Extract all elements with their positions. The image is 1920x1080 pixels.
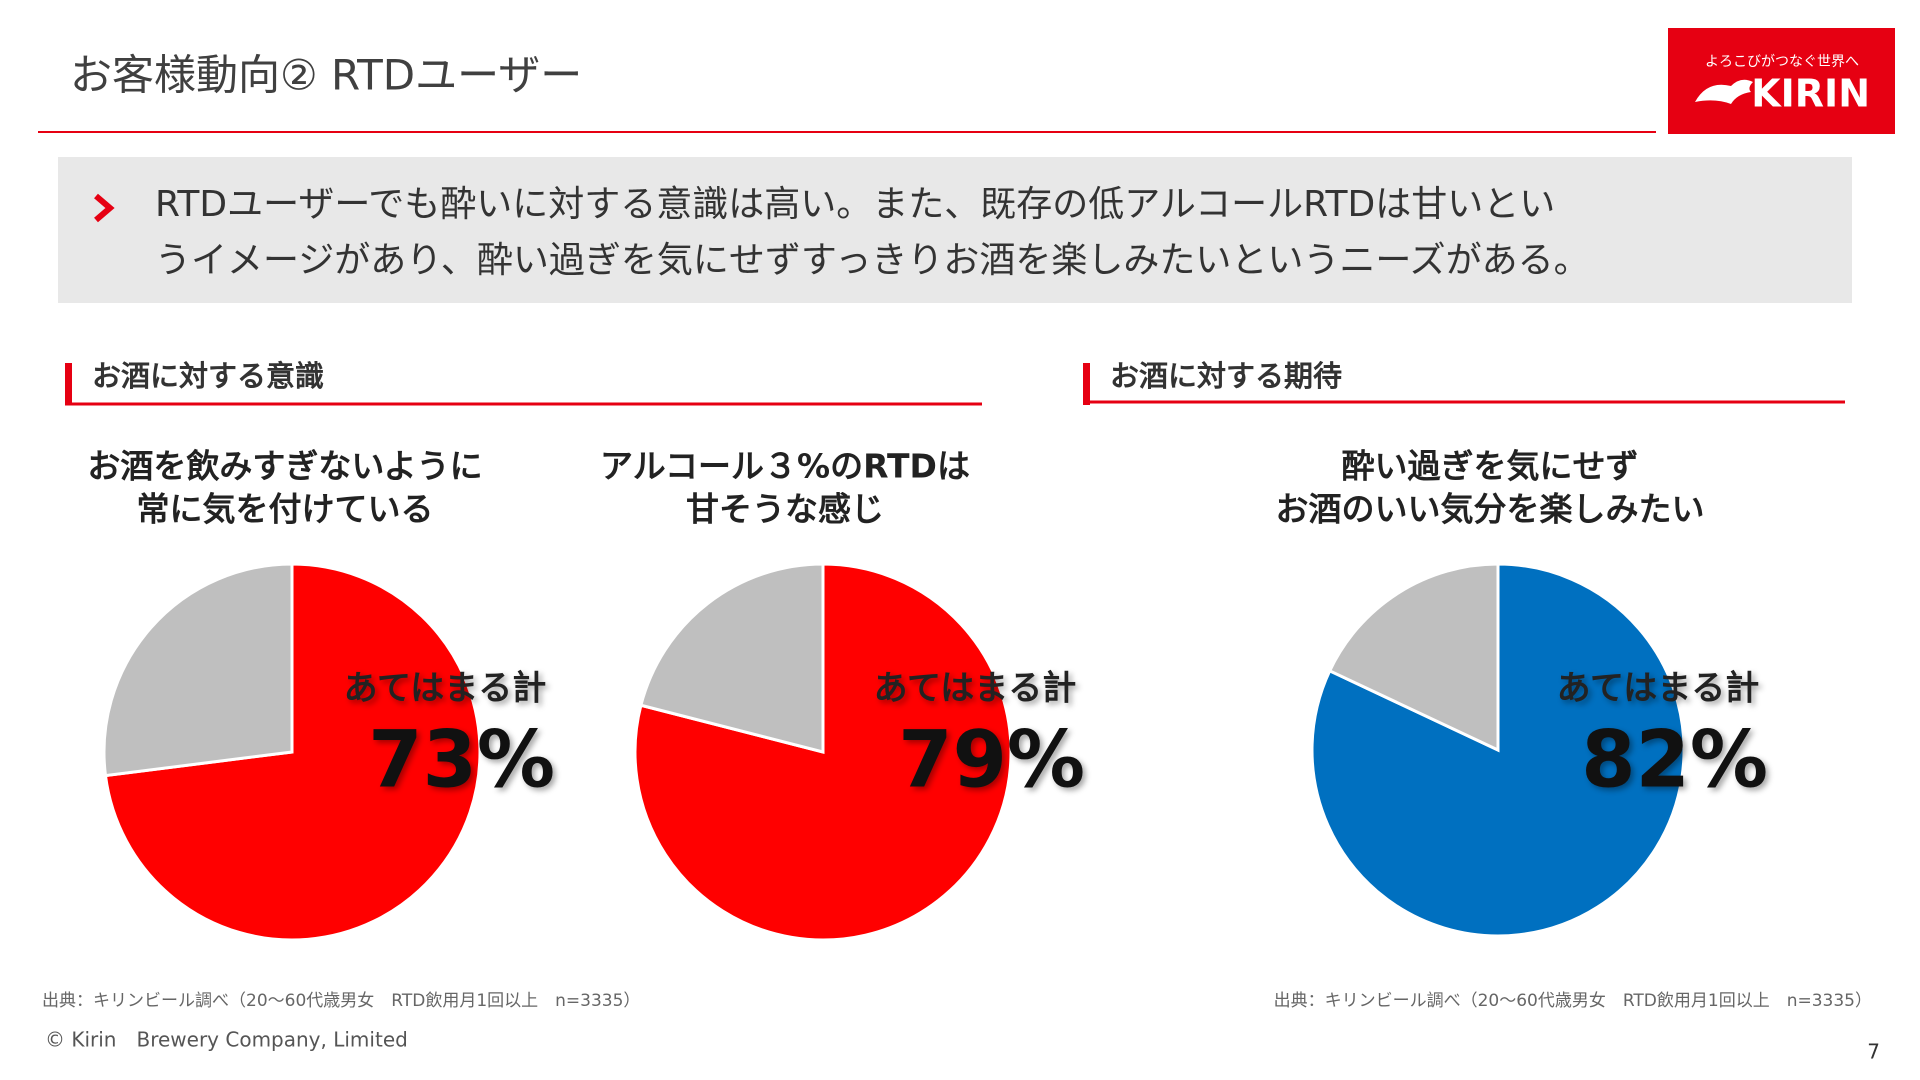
pie-slice [102,562,294,778]
pie-slice [639,562,825,754]
logo-emblem [1695,79,1753,104]
logo-tagline: よろこびがつなぐ世界へ [1705,54,1859,70]
slide-title: お客様動向② RTDユーザー [70,51,582,100]
annotation: あてはまる計 [1557,669,1760,709]
annotation: あてはまる計 [344,669,547,709]
section-heading: お酒に対する期待 [1110,359,1342,393]
annotation: あてはまる計 [874,669,1077,709]
chart-title: 常に気を付けている [137,490,434,529]
chart-title: アルコール３%のRTDは [600,447,970,486]
summary-line: RTDユーザーでも酔いに対する意識は高い。また、既存の低アルコールRTDは甘いと… [155,184,1555,225]
bullet-chevron [94,193,115,223]
logo-box [1668,28,1895,134]
pie-slice [1327,562,1500,753]
summary-line: うイメージがあり、酔い過ぎを気にせずすっきりお酒を楽しみたいというニーズがある。 [155,240,1590,281]
value-label: 82% [1581,715,1768,805]
chart-title: お酒のいい気分を楽しみたい [1276,490,1705,529]
section-marker [1083,363,1090,405]
chart-title: 酔い過ぎを気にせず [1342,447,1639,486]
summary-box [58,157,1852,303]
copyright: © Kirin Brewery Company, Limited [45,1028,408,1052]
page-number: 7 [1867,1040,1880,1064]
chart-title: 甘そうな感じ [686,490,884,529]
source-note: 出典：キリンビール調べ（20～60代歳男女 RTD飲用月1回以上 n=3335） [1274,991,1872,1011]
chart-title: お酒を飲みすぎないように [87,447,482,486]
value-label: 79% [898,715,1085,805]
section-marker [65,363,72,405]
source-note: 出典：キリンビール調べ（20～60代歳男女 RTD飲用月1回以上 n=3335） [42,991,640,1011]
section-heading: お酒に対する意識 [92,359,324,393]
value-label: 73% [368,715,555,805]
logo-brand: KIRIN [1751,72,1870,116]
